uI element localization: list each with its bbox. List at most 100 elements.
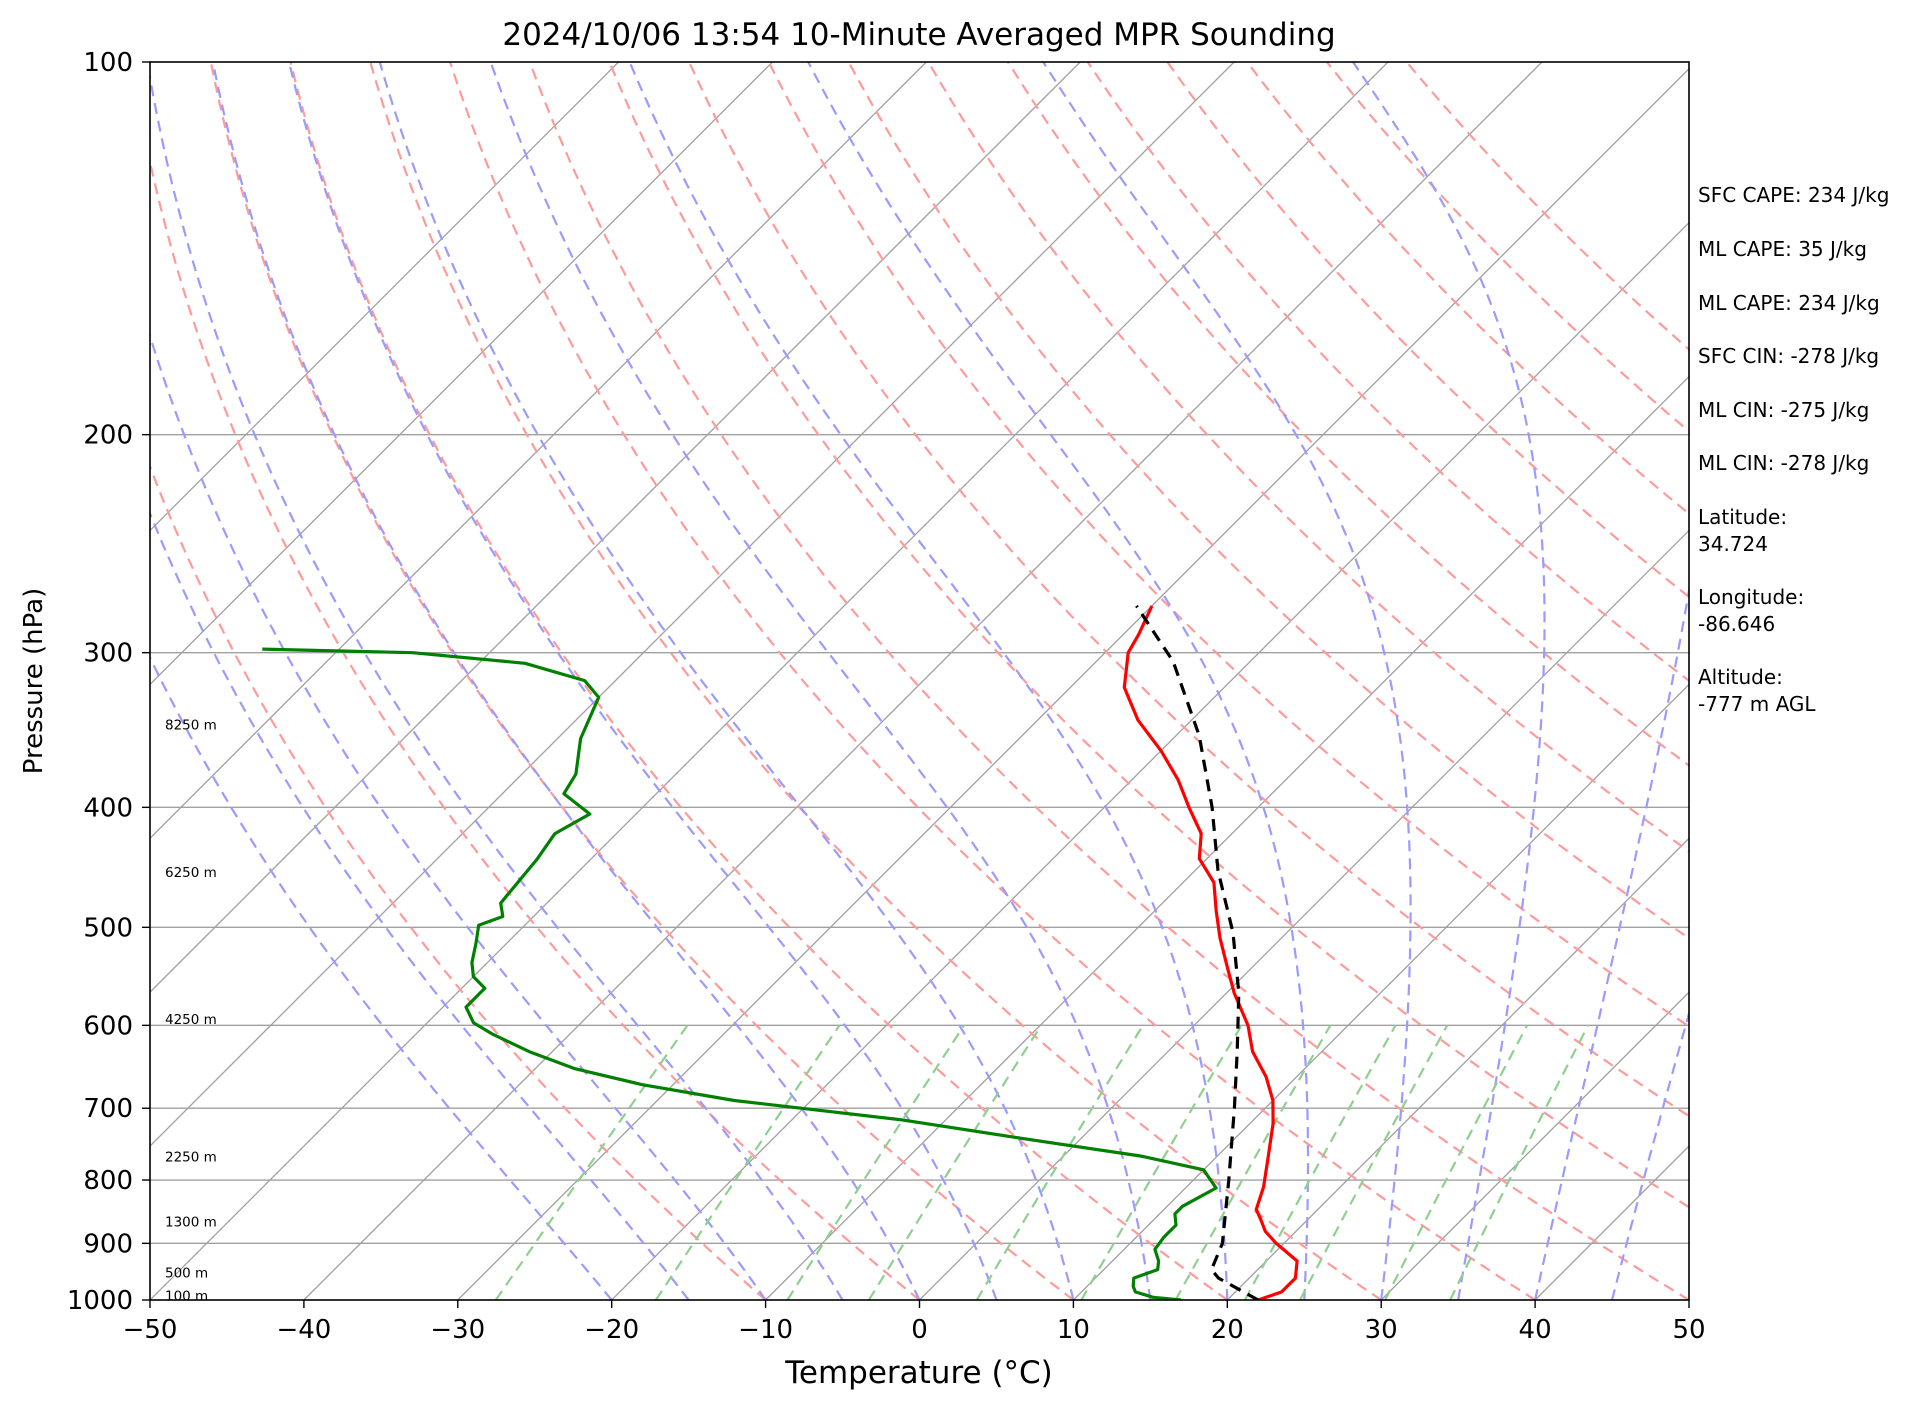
info-line: ML CIN: -278 J/kg bbox=[1698, 451, 1869, 475]
info-line: Altitude: bbox=[1698, 665, 1783, 689]
y-tick-label: 200 bbox=[83, 421, 133, 451]
moist-adiabat-line bbox=[1610, 1009, 1689, 1300]
sounding-info-panel: SFC CAPE: 234 J/kg ML CAPE: 35 J/kg ML CAP… bbox=[1698, 183, 1889, 716]
isotherm-line bbox=[457, 67, 1689, 1300]
height-label: 6250 m bbox=[165, 865, 217, 881]
dry-adiabat-line bbox=[369, 62, 1382, 1300]
x-tick-label: 30 bbox=[1365, 1315, 1398, 1345]
height-label: 500 m bbox=[165, 1265, 208, 1281]
info-line: Latitude: bbox=[1698, 505, 1787, 529]
moist-adiabat-line bbox=[150, 510, 690, 1300]
y-tick-label: 100 bbox=[83, 48, 133, 78]
dry-adiabat-line bbox=[847, 62, 1689, 940]
info-line: SFC CIN: -278 J/kg bbox=[1698, 344, 1879, 368]
x-axis-ticks: −50 −40 −30 −20 −10 0 10 20 30 40 50 bbox=[123, 1300, 1706, 1345]
x-tick-label: 0 bbox=[911, 1315, 928, 1345]
mixing-ratio-line bbox=[1080, 1024, 1243, 1300]
moist-adiabat-line bbox=[211, 62, 921, 1300]
x-tick-label: 10 bbox=[1057, 1315, 1090, 1345]
moist-adiabat-line bbox=[807, 62, 1310, 1300]
isotherm-line bbox=[919, 529, 1689, 1300]
info-line: ML CAPE: 35 J/kg bbox=[1698, 237, 1867, 261]
y-tick-label: 800 bbox=[83, 1166, 133, 1196]
y-axis-label: Pressure (hPa) bbox=[19, 588, 49, 775]
x-axis-label: Temperature (°C) bbox=[784, 1355, 1053, 1391]
info-line: Longitude: bbox=[1698, 585, 1804, 609]
x-tick-label: −30 bbox=[430, 1315, 485, 1345]
moist-adiabat-line bbox=[287, 62, 998, 1300]
info-line: -777 m AGL bbox=[1698, 692, 1816, 716]
x-tick-label: 40 bbox=[1519, 1315, 1552, 1345]
moist-adiabat-line bbox=[1352, 62, 1546, 1300]
mixing-ratio-line bbox=[1449, 1024, 1590, 1300]
x-tick-label: −50 bbox=[123, 1315, 178, 1345]
height-labels: 8250 m 6250 m 4250 m 2250 m 1300 m 500 m 100 m bbox=[165, 718, 217, 1305]
isotherm-line bbox=[611, 221, 1689, 1300]
dry-adiabat-line bbox=[767, 62, 1689, 1028]
info-line: ML CIN: -275 J/kg bbox=[1698, 398, 1869, 422]
height-label: 8250 m bbox=[165, 718, 217, 734]
isotherm-line bbox=[1226, 837, 1689, 1300]
dry-adiabat-line bbox=[289, 62, 1228, 1300]
info-line: 34.724 bbox=[1698, 532, 1768, 556]
y-tick-label: 1000 bbox=[67, 1286, 133, 1316]
moist-adiabat-line bbox=[150, 71, 844, 1300]
dewpoint-line bbox=[262, 647, 1218, 1300]
moist-adiabat-line bbox=[150, 655, 613, 1300]
y-tick-label: 600 bbox=[83, 1011, 133, 1041]
dry-adiabat-line bbox=[608, 62, 1689, 1209]
isotherm-line bbox=[150, 62, 927, 840]
mixing-ratio-line bbox=[654, 1024, 841, 1300]
moist-adiabat-line bbox=[150, 332, 767, 1300]
plot-frame bbox=[149, 61, 1690, 1301]
dry-adiabat-line bbox=[448, 62, 1536, 1300]
parcel-line bbox=[1135, 605, 1259, 1300]
x-tick-label: −20 bbox=[584, 1315, 639, 1345]
x-tick-label: 20 bbox=[1211, 1315, 1244, 1345]
temperature-line bbox=[1122, 605, 1299, 1300]
dry-adiabat-line bbox=[688, 62, 1689, 1118]
mixing-ratio-line bbox=[1384, 1024, 1529, 1300]
height-label: 2250 m bbox=[165, 1150, 217, 1166]
dry-adiabat-line bbox=[1007, 62, 1689, 767]
chart-title: 2024/10/06 13:54 10-Minute Averaged MPR … bbox=[502, 17, 1335, 53]
y-tick-label: 700 bbox=[83, 1094, 133, 1124]
height-label: 1300 m bbox=[165, 1214, 217, 1230]
height-label: 4250 m bbox=[165, 1012, 217, 1028]
isotherm-line bbox=[150, 62, 1235, 1148]
dry-adiabat-line bbox=[927, 62, 1689, 853]
mixing-ratio-line bbox=[975, 1024, 1144, 1300]
mixing-ratio-line bbox=[1243, 1024, 1397, 1300]
dry-adiabat-line bbox=[1405, 62, 1689, 352]
height-label: 100 m bbox=[165, 1289, 208, 1305]
dry-adiabat-line bbox=[528, 62, 1689, 1300]
x-tick-label: −40 bbox=[276, 1315, 331, 1345]
mixing-ratio-line bbox=[1299, 1024, 1449, 1300]
y-tick-label: 300 bbox=[83, 639, 133, 669]
mixing-ratio-line bbox=[494, 1024, 689, 1300]
info-line: ML CAPE: 234 J/kg bbox=[1698, 291, 1880, 315]
info-line: -86.646 bbox=[1698, 612, 1775, 636]
y-tick-label: 500 bbox=[83, 913, 133, 943]
isotherm-line bbox=[765, 375, 1689, 1300]
isotherm-line bbox=[150, 62, 1081, 994]
isotherm-line bbox=[1072, 683, 1689, 1300]
y-tick-label: 900 bbox=[83, 1229, 133, 1259]
info-line: SFC CAPE: 234 J/kg bbox=[1698, 183, 1889, 207]
x-tick-label: 50 bbox=[1672, 1315, 1705, 1345]
y-axis-ticks: 100 200 300 400 500 600 700 800 900 1000 bbox=[67, 48, 150, 1316]
moist-adiabat-line bbox=[628, 62, 1229, 1300]
moist-adiabat-line bbox=[378, 62, 1075, 1300]
isotherm-line bbox=[303, 62, 1543, 1300]
isotherm-line bbox=[150, 62, 1389, 1300]
mixing-ratio-line bbox=[1174, 1024, 1332, 1300]
isotherm-line bbox=[150, 62, 773, 686]
dry-adiabat-line bbox=[209, 62, 1075, 1300]
isotherm-line bbox=[150, 62, 619, 532]
x-tick-label: −10 bbox=[738, 1315, 793, 1345]
y-tick-label: 400 bbox=[83, 793, 133, 823]
isotherm-line bbox=[1380, 991, 1689, 1300]
dry-adiabat-line bbox=[150, 463, 767, 1300]
background-reference-lines bbox=[150, 62, 1689, 1300]
